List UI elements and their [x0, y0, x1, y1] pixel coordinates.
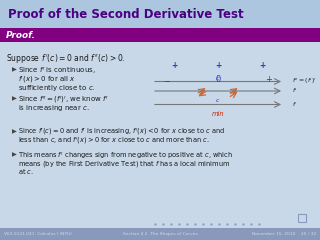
Text: $f$: $f$	[292, 101, 297, 108]
Text: $\blacktriangleright$: $\blacktriangleright$	[10, 66, 18, 74]
Text: $f'' = (f')'$: $f'' = (f')'$	[292, 77, 317, 86]
Text: +: +	[259, 61, 265, 71]
Text: $\blacktriangleright$: $\blacktriangleright$	[10, 127, 18, 136]
Text: less than $c$, and $f'(x) > 0$ for $x$ close to $c$ and more than $c$.: less than $c$, and $f'(x) > 0$ for $x$ c…	[18, 136, 209, 147]
Text: $\blacktriangleright$: $\blacktriangleright$	[10, 95, 18, 103]
Text: at $c$.: at $c$.	[18, 168, 34, 176]
Bar	[0, 28, 320, 42]
Text: means (by the First Derivative Test) that $f$ has a local minimum: means (by the First Derivative Test) tha…	[18, 159, 230, 169]
Text: Since $f'$ is continuous,: Since $f'$ is continuous,	[18, 66, 96, 77]
Text: Since $f'(c) = 0$ and $f'$ is increasing, $f'(x) < 0$ for $x$ close to $c$ and: Since $f'(c) = 0$ and $f'$ is increasing…	[18, 127, 225, 138]
Text: is increasing near $c$.: is increasing near $c$.	[18, 103, 90, 113]
Bar	[298, 214, 306, 222]
Bar	[0, 0, 320, 28]
Text: min: min	[212, 112, 224, 118]
Text: +: +	[171, 61, 177, 71]
Text: $-$: $-$	[163, 75, 171, 84]
Text: Proof.: Proof.	[6, 30, 36, 40]
Text: $\blacktriangleright$: $\blacktriangleright$	[10, 150, 18, 159]
Text: Since $f'' = (f')'$, we know $f'$: Since $f'' = (f')'$, we know $f'$	[18, 95, 109, 106]
Text: $c$: $c$	[215, 97, 221, 104]
Text: sufficiently close to $c$.: sufficiently close to $c$.	[18, 83, 95, 93]
Text: This means $f'$ changes sign from negative to positive at $c$, which: This means $f'$ changes sign from negati…	[18, 150, 233, 162]
Text: $+$: $+$	[265, 74, 273, 84]
Text: $c$: $c$	[215, 76, 221, 83]
Text: $0$: $0$	[215, 73, 221, 84]
Text: $f'$: $f'$	[292, 87, 298, 96]
Text: Suppose $f\,'(c) = 0$ and $f\,''(c) > 0$.: Suppose $f\,'(c) = 0$ and $f\,''(c) > 0$…	[6, 52, 125, 65]
Text: +: +	[215, 61, 221, 71]
Bar	[0, 228, 320, 240]
Text: Proof of the Second Derivative Test: Proof of the Second Derivative Test	[8, 7, 244, 20]
Text: November 15, 2010    25 / 32: November 15, 2010 25 / 32	[252, 232, 316, 236]
Text: Section 4.2  The Shapes of Curves: Section 4.2 The Shapes of Curves	[123, 232, 197, 236]
Text: V63.0121.041, Calculus I (NYU): V63.0121.041, Calculus I (NYU)	[4, 232, 72, 236]
Text: $f'(x) > 0$ for all $x$: $f'(x) > 0$ for all $x$	[18, 74, 76, 85]
